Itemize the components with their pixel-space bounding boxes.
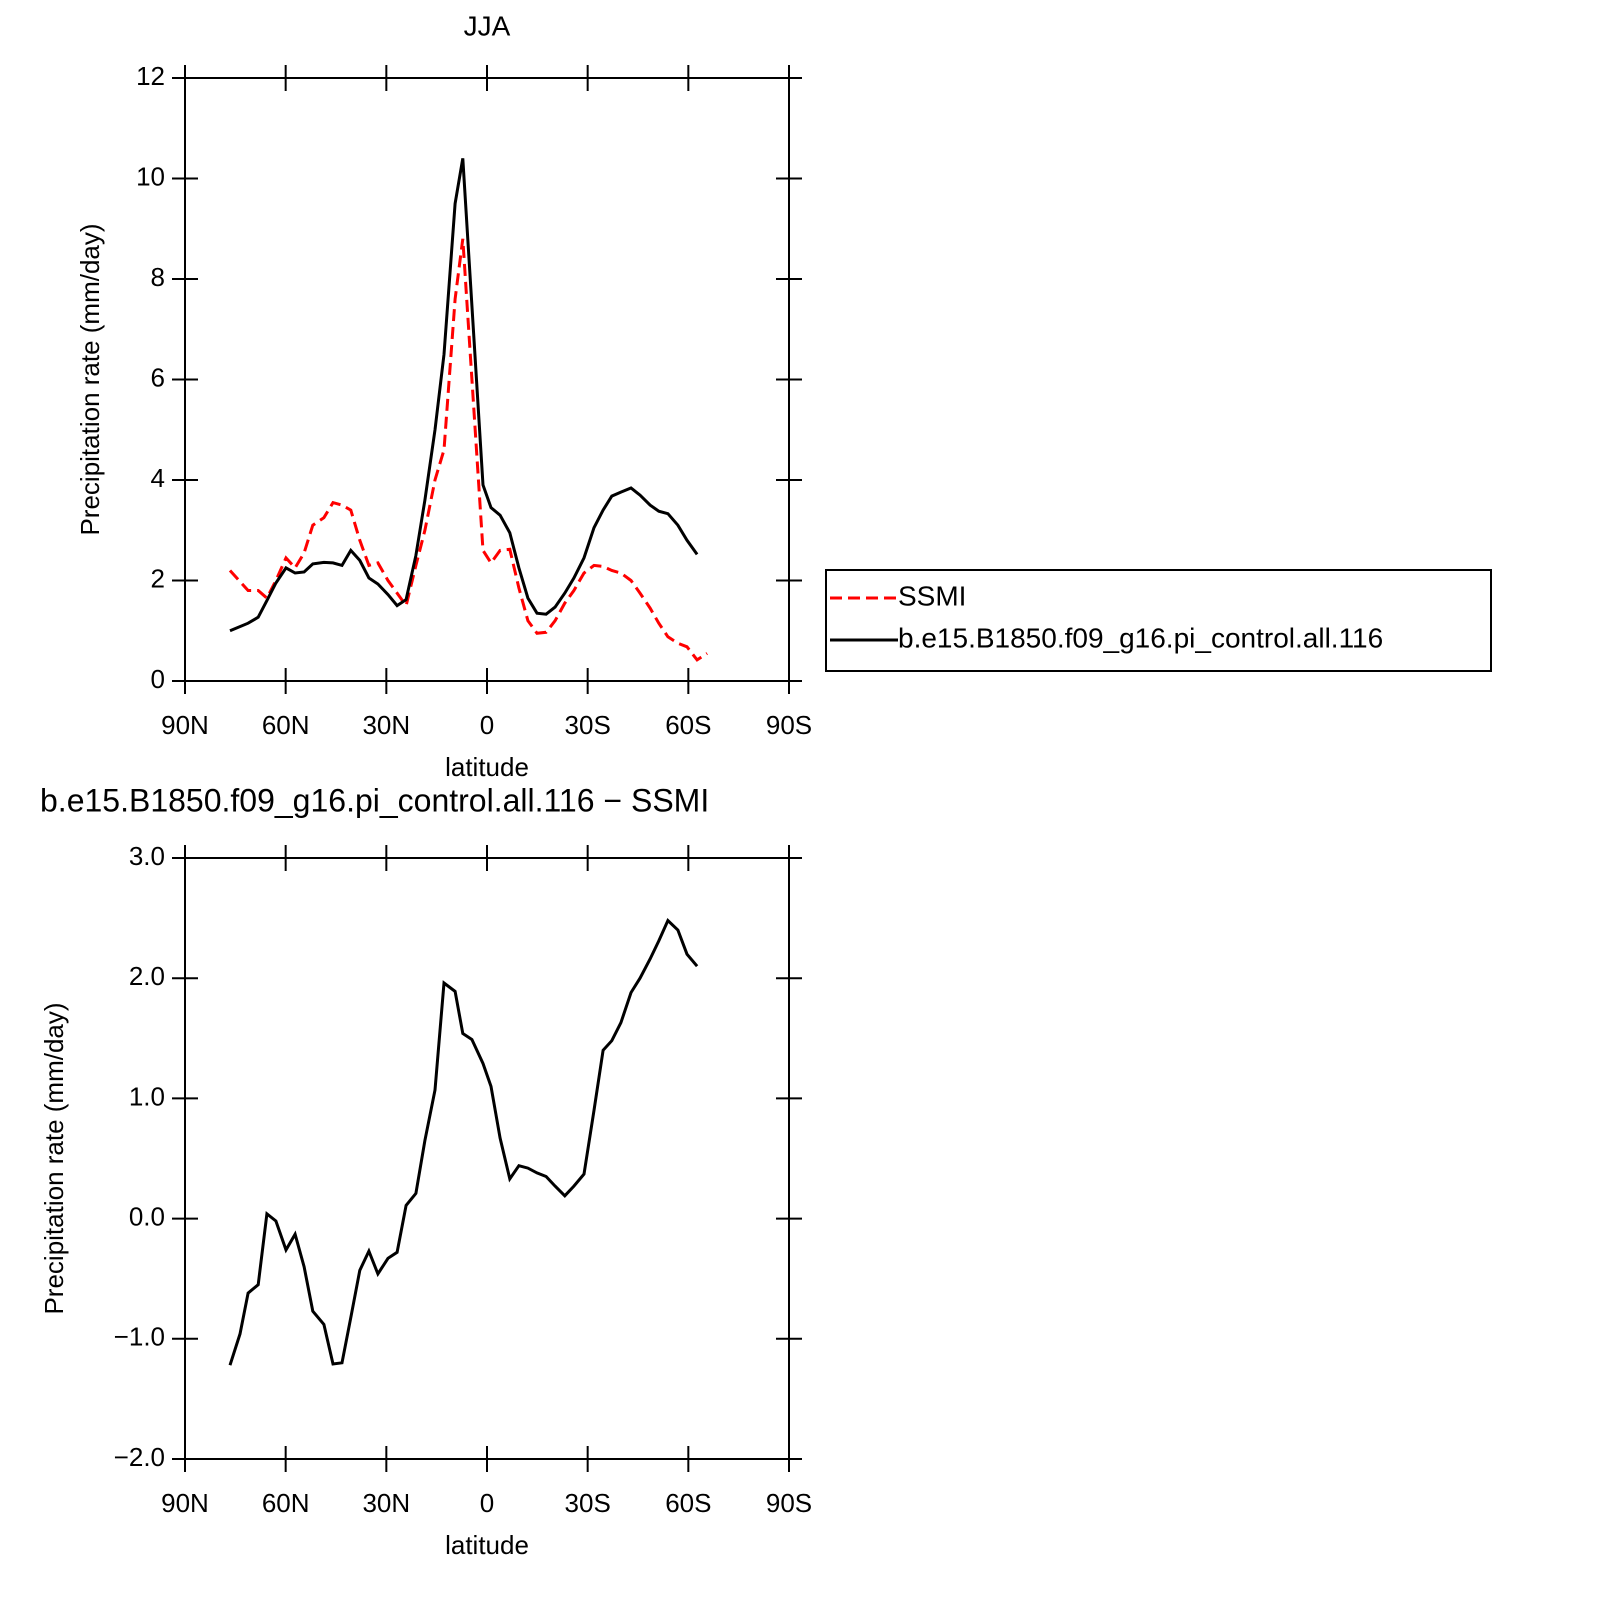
y-tick-label: 10 (136, 161, 165, 191)
plot-frame (184, 77, 790, 682)
y-axis-label: Precipitation rate (mm/day) (75, 223, 105, 535)
x-tick-label: 0 (480, 1488, 494, 1518)
x-tick-label: 90S (766, 710, 812, 740)
x-tick-label: 90S (766, 1488, 812, 1518)
y-tick-label: −2.0 (114, 1442, 165, 1472)
chart-title: JJA (464, 10, 511, 41)
data-line (229, 158, 699, 633)
x-tick-label: 60N (262, 1488, 310, 1518)
x-tick-label: 90N (161, 710, 209, 740)
y-tick-label: 0.0 (129, 1201, 165, 1231)
y-tick-label: 2.0 (129, 961, 165, 991)
y-tick-label: 3.0 (129, 841, 165, 871)
y-tick-label: 6 (151, 362, 165, 392)
chart-title: b.e15.B1850.f09_g16.pi_control.all.116 −… (40, 782, 709, 818)
y-tick-label: −1.0 (114, 1322, 165, 1352)
y-tick-label: 0 (151, 664, 165, 694)
x-tick-label: 90N (161, 1488, 209, 1518)
y-tick-label: 8 (151, 262, 165, 292)
y-tick-label: 2 (151, 563, 165, 593)
plot-frame (184, 857, 790, 1460)
y-tick-label: 12 (136, 61, 165, 91)
x-axis-label: latitude (445, 752, 529, 782)
data-line (228, 917, 699, 1366)
legend-label: SSMI (898, 580, 966, 611)
y-tick-label: 1.0 (129, 1081, 165, 1111)
x-tick-label: 60S (665, 710, 711, 740)
x-tick-label: 30S (565, 710, 611, 740)
y-axis-label: Precipitation rate (mm/day) (39, 1002, 69, 1314)
y-tick-label: 4 (151, 463, 165, 493)
data-line (228, 238, 708, 662)
x-tick-label: 30S (565, 1488, 611, 1518)
x-tick-label: 0 (480, 710, 494, 740)
x-tick-label: 60N (262, 710, 310, 740)
legend-box (825, 569, 1492, 672)
x-tick-label: 60S (665, 1488, 711, 1518)
x-axis-label: latitude (445, 1530, 529, 1560)
x-tick-label: 30N (362, 710, 410, 740)
legend-label: b.e15.B1850.f09_g16.pi_control.all.116 (898, 622, 1383, 653)
x-tick-label: 30N (362, 1488, 410, 1518)
